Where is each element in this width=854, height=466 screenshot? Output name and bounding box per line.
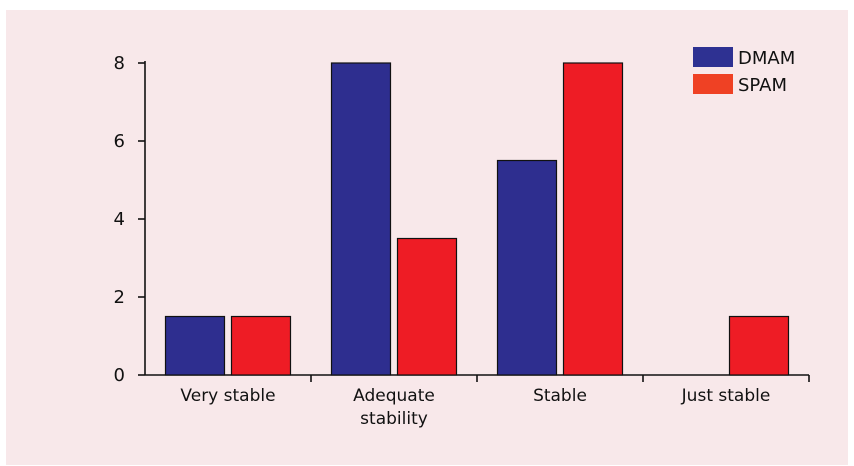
x-tick-label: stability xyxy=(360,409,428,429)
legend: DMAM SPAM xyxy=(693,47,795,96)
bars xyxy=(164,62,790,376)
bar-spam xyxy=(728,315,790,376)
x-tick-label: Adequate xyxy=(353,386,435,406)
legend-label-spam: SPAM xyxy=(738,75,787,96)
y-tick-label: 6 xyxy=(114,131,125,152)
bar-dmam xyxy=(496,159,558,376)
y-tick-label: 8 xyxy=(114,53,125,74)
bar-dmam xyxy=(330,62,392,376)
x-tick-label: Just stable xyxy=(681,386,771,406)
bar-chart: 0 2 4 6 8 Very stable Adequate stability Stable J… xyxy=(114,47,810,429)
bar-spam xyxy=(230,315,292,376)
legend-swatch-dmam xyxy=(693,47,733,67)
x-tick-label: Stable xyxy=(533,386,587,406)
legend-label-dmam: DMAM xyxy=(738,48,795,69)
chart-panel: 0 2 4 6 8 Very stable Adequate stability Stable J… xyxy=(6,10,848,465)
legend-swatch-spam xyxy=(693,74,733,94)
bar-spam xyxy=(396,237,458,376)
bar-spam xyxy=(562,62,624,376)
y-tick-label: 2 xyxy=(114,287,125,308)
y-tick-label: 4 xyxy=(114,209,125,230)
bar-dmam xyxy=(164,315,226,376)
labels: 0 2 4 6 8 Very stable Adequate stability Stable J… xyxy=(114,53,771,429)
x-tick-label: Very stable xyxy=(180,386,275,406)
y-tick-label: 0 xyxy=(114,365,125,386)
